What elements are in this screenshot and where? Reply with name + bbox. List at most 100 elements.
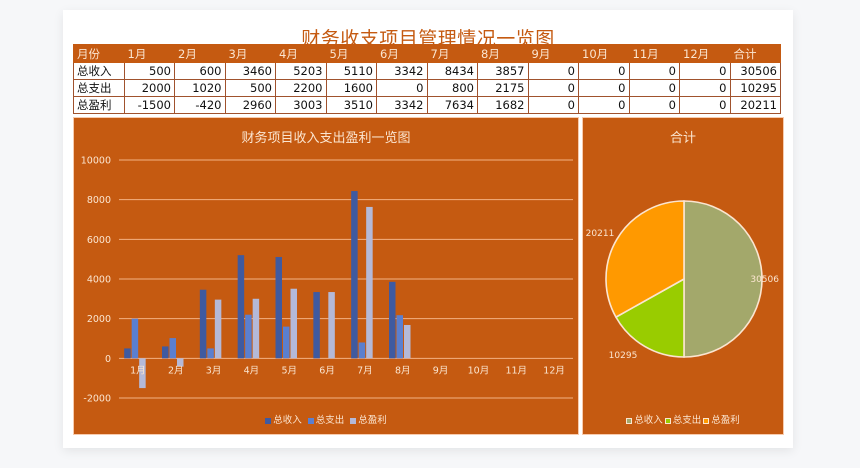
bar[interactable] [290, 288, 298, 359]
legend-item[interactable]: 总收入 [626, 415, 663, 426]
table-cell[interactable]: -420 [174, 96, 226, 114]
table-cell[interactable]: 0 [578, 96, 630, 114]
bar[interactable] [328, 292, 335, 359]
bar-chart-panel: 财务项目收入支出盈利一览图 -2000 0 2000 4000 6000 8000 1000… [73, 117, 579, 435]
bar[interactable] [275, 256, 283, 359]
y-tick-label: -2000 [83, 394, 111, 405]
legend-swatch-icon [664, 417, 671, 424]
bar[interactable] [124, 348, 131, 359]
table-cell[interactable]: 5203 [275, 62, 327, 80]
bar[interactable] [199, 289, 207, 359]
header-col: 6月 [376, 44, 428, 63]
table-cell[interactable]: 1682 [477, 96, 529, 114]
pie-slice[interactable] [614, 277, 685, 358]
table-cell[interactable]: 3003 [275, 96, 327, 114]
header-col: 4月 [275, 44, 327, 63]
bar[interactable] [131, 318, 139, 359]
table-cell[interactable]: 0 [527, 62, 579, 80]
y-tick-label: 2000 [87, 314, 111, 325]
finance-table: 月份 1月 2月 3月 4月 5月 6月 7月 8月 9月 10月 11月 12月 合计 总收入 500 60… [73, 44, 781, 114]
header-col: 9月 [527, 44, 579, 63]
table-cell[interactable]: 800 [426, 79, 478, 97]
pie-slice[interactable] [683, 200, 763, 358]
table-cell[interactable]: 20211 [729, 96, 781, 114]
bar[interactable] [366, 206, 373, 359]
header-col: 3月 [224, 44, 276, 63]
legend-item[interactable]: 总收入 [265, 415, 302, 426]
bar[interactable] [162, 346, 169, 359]
table-cell[interactable]: 500 [224, 79, 276, 97]
table-cell[interactable]: 3342 [376, 96, 428, 114]
bar[interactable] [169, 338, 177, 359]
bar[interactable] [214, 299, 222, 359]
table-cell[interactable]: 0 [628, 96, 680, 114]
legend-label: 总收入 [273, 415, 302, 426]
legend-item[interactable]: 总支出 [307, 415, 344, 426]
table-cell[interactable]: 3510 [325, 96, 377, 114]
table-cell[interactable]: 2175 [477, 79, 529, 97]
pie-chart: 30506 10295 20211 [586, 200, 779, 361]
table-cell[interactable]: 2000 [123, 79, 175, 97]
x-tick-label: 1月 [130, 365, 146, 376]
table-cell[interactable]: 500 [123, 62, 175, 80]
x-tick-label: 11月 [505, 365, 527, 376]
table-cell[interactable]: 0 [679, 79, 731, 97]
pie-data-label: 30506 [750, 275, 779, 285]
bar[interactable] [404, 324, 411, 359]
header-col: 8月 [477, 44, 529, 63]
y-tick-label: 10000 [81, 156, 111, 167]
y-tick-label: 6000 [87, 235, 111, 246]
table-cell[interactable]: 2200 [275, 79, 327, 97]
bar[interactable] [283, 326, 290, 359]
bar[interactable] [139, 358, 146, 389]
bar[interactable] [313, 292, 320, 359]
table-cell[interactable]: 0 [578, 79, 630, 97]
table-cell[interactable]: 1600 [325, 79, 377, 97]
bar[interactable] [177, 358, 184, 367]
legend-item[interactable]: 总支出 [664, 415, 701, 426]
bar-chart-legend: 总收入 总支出 总盈利 [74, 412, 578, 426]
table-cell[interactable]: 0 [527, 79, 579, 97]
table-row: 总收入 500 600 3460 5203 5110 3342 8434 3857 0 0 0 0 305… [73, 62, 781, 80]
table-cell[interactable]: 2960 [224, 96, 276, 114]
bar[interactable] [252, 298, 260, 359]
table-cell[interactable]: -1500 [123, 96, 175, 114]
table-header-row: 月份 1月 2月 3月 4月 5月 6月 7月 8月 9月 10月 11月 12月 合计 [73, 44, 781, 63]
legend-swatch-icon [265, 417, 272, 424]
table-cell[interactable]: 0 [527, 96, 579, 114]
table-cell[interactable]: 0 [628, 79, 680, 97]
pie-chart-panel: 合计 30506 10295 20211 总收入 总支出 总盈利 [582, 117, 784, 435]
legend-swatch-icon [703, 417, 710, 424]
table-cell[interactable]: 0 [679, 96, 731, 114]
x-tick-label: 5月 [281, 365, 297, 376]
x-tick-label: 4月 [244, 365, 260, 376]
table-cell[interactable]: 600 [174, 62, 226, 80]
table-cell[interactable]: 5110 [325, 62, 377, 80]
pie-slice[interactable] [605, 200, 685, 319]
bar[interactable] [358, 342, 366, 359]
y-tick-label: 8000 [87, 195, 111, 206]
table-cell[interactable]: 8434 [426, 62, 478, 80]
y-tick-label: 4000 [87, 275, 111, 286]
table-cell[interactable]: 0 [376, 79, 428, 97]
table-cell[interactable]: 0 [628, 62, 680, 80]
bar[interactable] [237, 255, 245, 359]
bar[interactable] [207, 348, 214, 359]
bar[interactable] [245, 314, 252, 359]
table-cell[interactable]: 30506 [729, 62, 781, 80]
table-cell[interactable]: 3460 [224, 62, 276, 80]
bar[interactable] [389, 281, 396, 359]
table-cell[interactable]: 10295 [729, 79, 781, 97]
row-label: 总收入 [73, 62, 125, 80]
bar[interactable] [396, 315, 404, 359]
table-cell[interactable]: 1020 [174, 79, 226, 97]
legend-item[interactable]: 总盈利 [703, 415, 740, 426]
table-cell[interactable]: 0 [679, 62, 731, 80]
legend-item[interactable]: 总盈利 [350, 415, 387, 426]
table-cell[interactable]: 7634 [426, 96, 478, 114]
table-cell[interactable]: 3342 [376, 62, 428, 80]
bar[interactable] [351, 191, 358, 359]
table-cell[interactable]: 3857 [477, 62, 529, 80]
table-cell[interactable]: 0 [578, 62, 630, 80]
header-col: 11月 [628, 44, 680, 63]
